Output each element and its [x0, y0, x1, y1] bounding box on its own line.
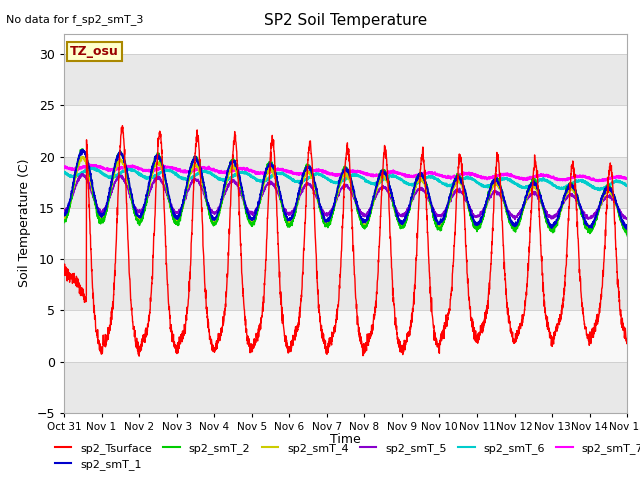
Title: SP2 Soil Temperature: SP2 Soil Temperature — [264, 13, 428, 28]
Bar — [64, 361, 627, 413]
Bar — [64, 208, 627, 259]
Text: No data for f_sp2_smT_3: No data for f_sp2_smT_3 — [6, 14, 144, 25]
Bar — [64, 105, 627, 156]
X-axis label: Time: Time — [330, 433, 361, 446]
Legend: sp2_Tsurface, sp2_smT_1, sp2_smT_2, sp2_smT_4, sp2_smT_5, sp2_smT_6, sp2_smT_7: sp2_Tsurface, sp2_smT_1, sp2_smT_2, sp2_… — [51, 438, 640, 474]
Y-axis label: Soil Temperature (C): Soil Temperature (C) — [18, 159, 31, 288]
Bar — [64, 156, 627, 208]
Bar — [64, 259, 627, 310]
Bar — [64, 310, 627, 361]
Text: TZ_osu: TZ_osu — [70, 45, 118, 58]
Bar — [64, 54, 627, 105]
